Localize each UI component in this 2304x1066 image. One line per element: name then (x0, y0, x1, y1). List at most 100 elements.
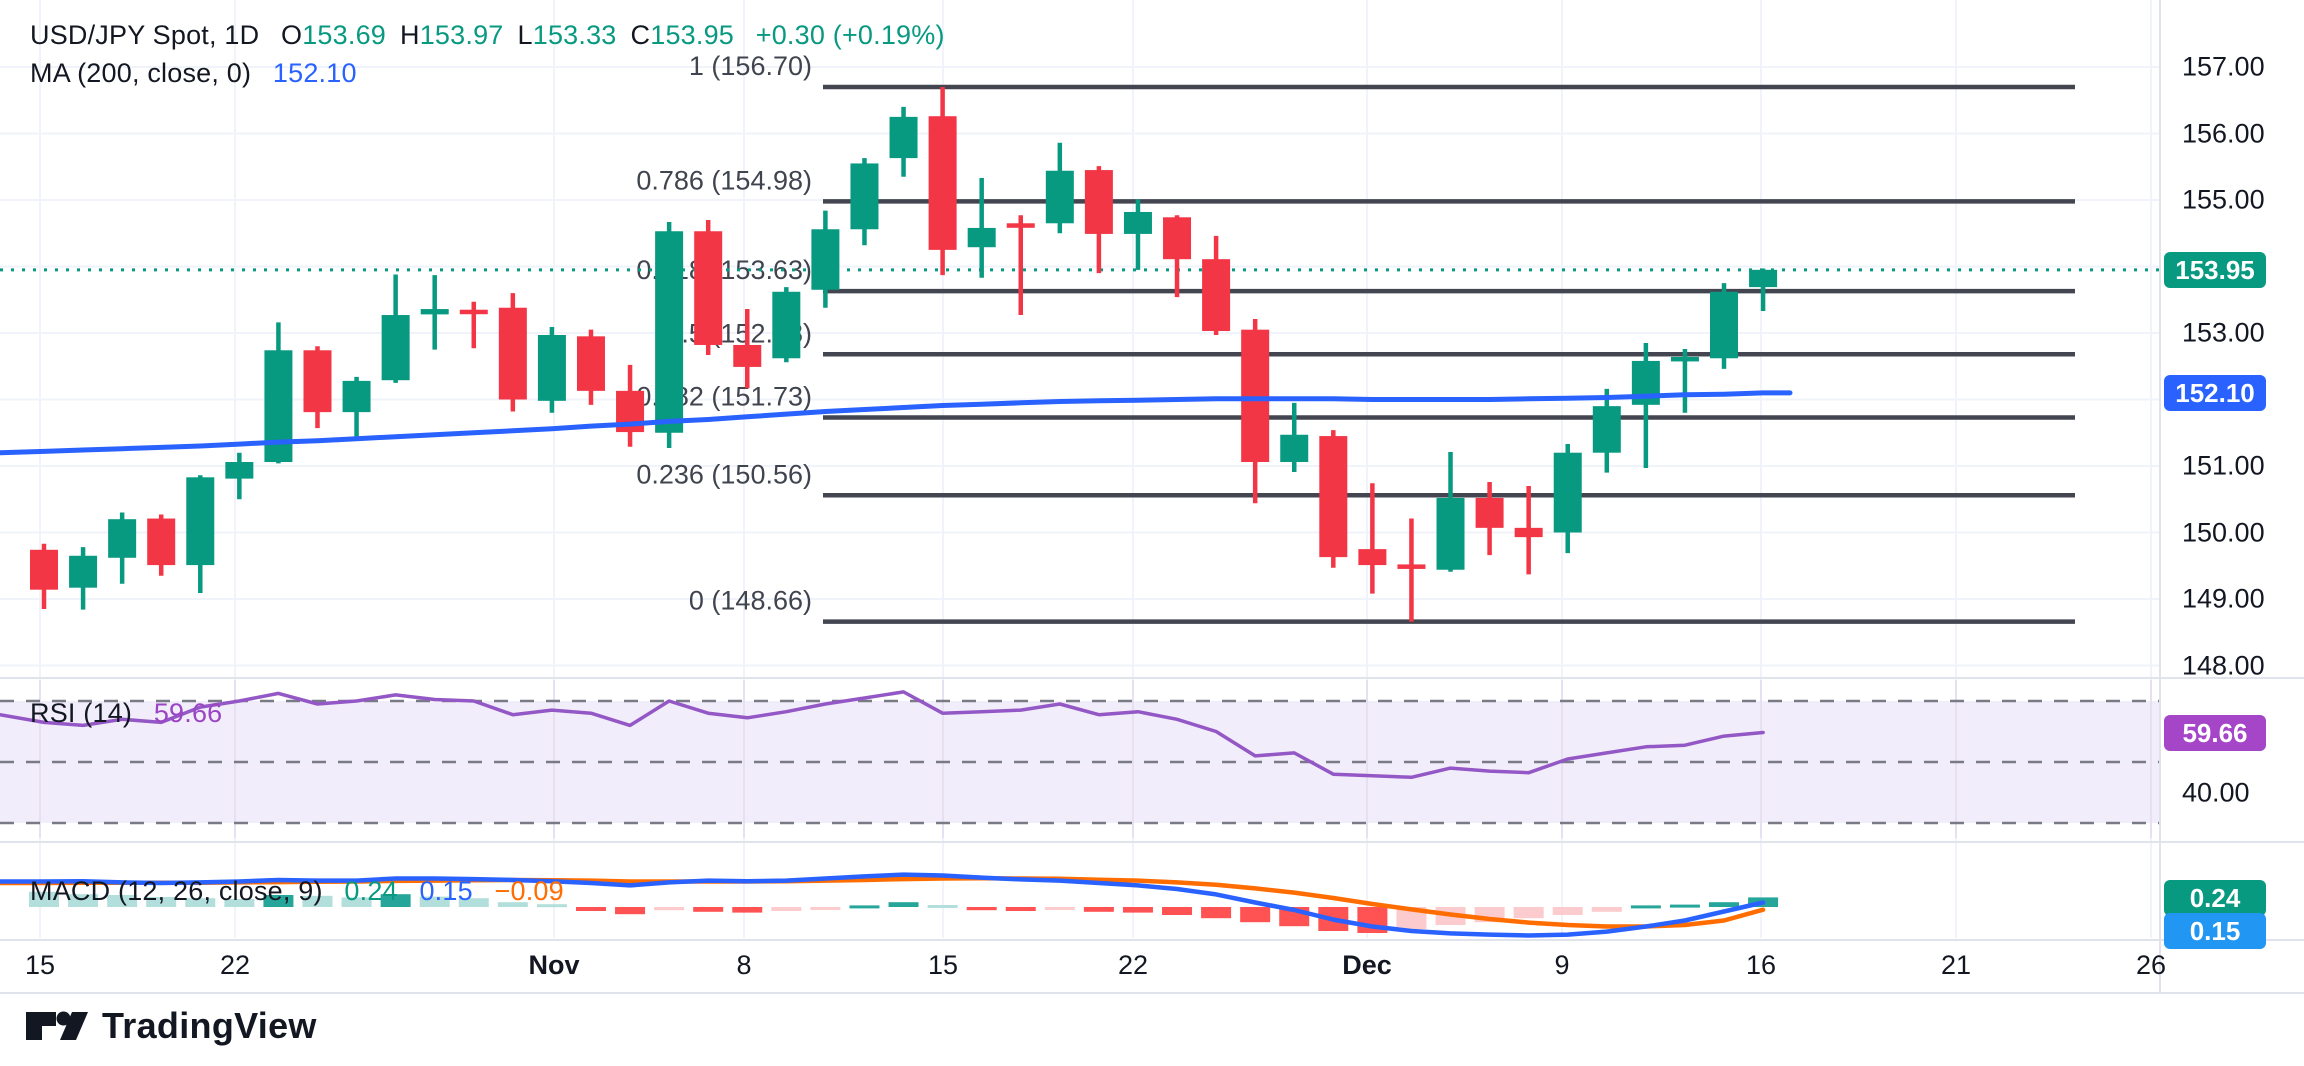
candle-body (381, 315, 410, 381)
rsi-axis-label-40: 40.00 (2182, 777, 2250, 807)
candle-body (1241, 329, 1270, 463)
macd-hist-bar (107, 895, 138, 907)
macd-legend[interactable]: MACD (12, 26, close, 9) 0.24 0.15 −0.09 (30, 876, 564, 907)
candle-body (889, 116, 918, 159)
candle-body (928, 116, 957, 250)
symbol-title[interactable]: USD/JPY Spot, 1D (30, 20, 260, 50)
macd-hist-bar (1591, 907, 1622, 912)
fib-label: 0.786 (154.98) (636, 165, 812, 195)
macd-hist-bar (380, 894, 411, 907)
change-value: +0.30 (+0.19%) (755, 20, 945, 50)
candle-body (850, 163, 879, 230)
symbol-legend: USD/JPY Spot, 1D O153.69 H153.97 L153.33 C1… (30, 20, 945, 51)
macd-hist-bar (224, 899, 255, 907)
candle-body (303, 350, 332, 413)
tradingview-logo[interactable]: TradingView (26, 1004, 317, 1048)
ohlc-value: 153.95 (650, 20, 735, 50)
time-axis-label: Dec (1342, 950, 1392, 980)
candle-body (147, 518, 176, 566)
candle-body (967, 227, 996, 248)
ohlc-letter: H (400, 20, 420, 50)
candle-body (772, 291, 801, 359)
candle-body (498, 307, 527, 400)
macd-hist-bar (68, 894, 99, 907)
macd-hist-bar (888, 902, 919, 907)
macd-hist-bar (302, 895, 333, 907)
price-axis-label: 150.00 (2182, 517, 2265, 547)
candle-body (1280, 434, 1309, 463)
price-axis-label: 148.00 (2182, 650, 2265, 680)
ohlc-value: 153.69 (302, 20, 387, 50)
candle-body (225, 462, 254, 479)
ma-price-badge: 152.10 (2164, 374, 2266, 411)
macd-hist-bar (693, 907, 724, 912)
ohlc-letter: O (281, 20, 303, 50)
time-axis-label: 8 (736, 950, 752, 980)
candle-body (459, 309, 488, 315)
rsi-value: 59.66 (153, 698, 223, 728)
macd-hist-bar (1201, 907, 1232, 919)
candle-body (1475, 497, 1504, 528)
macd-hist-bar (927, 905, 958, 908)
ma-value: 152.10 (272, 58, 357, 88)
time-axis-label: 9 (1554, 950, 1570, 980)
macd-hist-bar (1630, 905, 1661, 909)
macd-hist-bar (771, 907, 802, 911)
macd-hist-bar (185, 898, 216, 907)
macd-hist-bar (575, 907, 606, 911)
rsi-pane (0, 680, 2160, 838)
ohlc-values: O153.69 H153.97 L153.33 C153.95 (281, 20, 748, 50)
candle-body (1163, 217, 1192, 260)
tradingview-logo-icon (26, 1011, 88, 1040)
macd-hist-bar (1044, 907, 1075, 910)
macd-hist-bar (419, 896, 450, 907)
candle-body (108, 519, 137, 558)
ohlc-letter: L (517, 20, 533, 50)
tradingview-logo-text: TradingView (102, 1005, 317, 1046)
ma200-line (0, 390, 1793, 456)
candle-body (1514, 527, 1543, 538)
macd-line (0, 872, 1766, 938)
macd-hist-bar (1552, 907, 1583, 915)
macd-hist-bar (1162, 907, 1193, 915)
rsi-badge: 59.66 (2164, 714, 2266, 751)
macd-hist-bar (654, 907, 685, 911)
macd-hist-bar (732, 907, 763, 913)
candle-body (733, 344, 762, 367)
macd-hist-bar (536, 904, 567, 908)
candle-body (1358, 549, 1387, 566)
price-axis-label: 155.00 (2182, 184, 2265, 215)
macd-pane (0, 872, 1779, 938)
time-axis-label: 22 (1117, 950, 1149, 980)
time-axis-label: 15 (927, 950, 959, 980)
time-axis-label: 15 (24, 950, 56, 980)
candle-body (1319, 436, 1348, 558)
price-axis-label: 156.00 (2182, 118, 2265, 148)
macd-label: MACD (12, 26, close, 9) (30, 876, 323, 906)
candle-body (342, 380, 371, 413)
macd-hist-bar (1669, 904, 1700, 908)
fib-label: 0.236 (150.56) (636, 459, 812, 489)
candle-body (30, 549, 58, 590)
macd-hist-bar (1005, 907, 1036, 911)
rsi-legend[interactable]: RSI (14) 59.66 (30, 698, 222, 729)
macd-hist-bar (1709, 902, 1740, 907)
candle-body (1123, 211, 1152, 234)
macd-hist-bar (341, 897, 372, 907)
macd-hist-bar (1513, 907, 1544, 919)
macd-hist-bar (1240, 907, 1271, 923)
macd-hist-bar (1122, 907, 1153, 913)
rsi-line (0, 690, 1765, 780)
macd-hist-bar (29, 891, 59, 907)
macd-hist-bar (615, 907, 646, 915)
ohlc-value: 153.97 (419, 20, 504, 50)
candle-body (1749, 269, 1778, 288)
time-axis-label: 26 (2135, 950, 2167, 980)
time-axis-label: Nov (528, 950, 580, 980)
ma-legend[interactable]: MA (200, close, 0) 152.10 (30, 58, 357, 89)
candle-body (1670, 356, 1699, 362)
candles-layer (30, 86, 1778, 622)
ohlc-value: 153.33 (532, 20, 617, 50)
